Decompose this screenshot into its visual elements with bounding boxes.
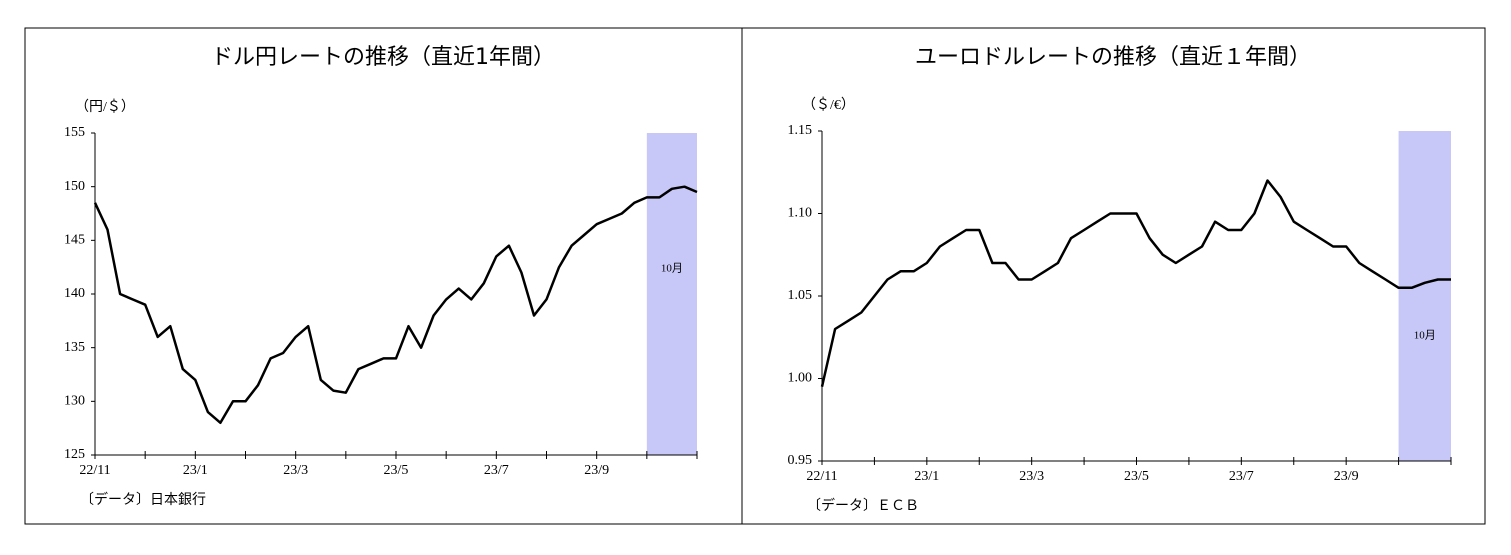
data-line xyxy=(93,185,698,425)
source-note: 〔データ〕ＥＣＢ xyxy=(807,497,919,514)
highlight-label: 10月 xyxy=(661,263,683,275)
x-tick-label: 23/9 xyxy=(1334,469,1359,484)
y-tick-label: 125 xyxy=(64,447,85,462)
data-line xyxy=(820,179,1451,387)
x-tick-label: 23/3 xyxy=(1019,469,1044,484)
y-tick-label: 0.95 xyxy=(788,453,813,468)
x-tick-label: 23/1 xyxy=(183,463,208,478)
x-tick-label: 23/1 xyxy=(914,469,939,484)
x-tick-label: 22/11 xyxy=(79,463,110,478)
chart-title: ドル円レートの推移（直近1年間） xyxy=(211,45,555,70)
x-tick-label: 23/5 xyxy=(384,463,409,478)
highlight-label: 10月 xyxy=(1414,330,1436,342)
y-axis-unit: （円/＄） xyxy=(75,99,135,115)
source-note: 〔データ〕日本銀行 xyxy=(80,491,206,508)
chart-title: ユーロドルレートの推移（直近１年間） xyxy=(915,45,1311,70)
x-tick-label: 23/9 xyxy=(584,463,609,478)
y-tick-label: 130 xyxy=(64,394,85,409)
x-tick-label: 23/5 xyxy=(1124,469,1149,484)
y-tick-label: 1.05 xyxy=(788,288,813,303)
y-tick-label: 140 xyxy=(64,286,85,301)
x-tick-label: 23/7 xyxy=(1229,469,1254,484)
y-tick-label: 1.15 xyxy=(788,123,813,138)
frame xyxy=(24,27,1486,525)
x-tick-label: 23/3 xyxy=(283,463,308,478)
x-tick-label: 22/11 xyxy=(806,469,837,484)
y-tick-label: 1.10 xyxy=(788,206,813,221)
y-tick-label: 150 xyxy=(64,179,85,194)
highlight-band xyxy=(646,133,697,455)
y-tick-label: 1.00 xyxy=(788,371,813,386)
y-tick-label: 155 xyxy=(64,125,85,140)
highlight-band xyxy=(1398,131,1451,461)
y-axis-unit: （＄/€） xyxy=(802,97,855,113)
y-tick-label: 145 xyxy=(64,233,85,248)
y-tick-label: 135 xyxy=(64,340,85,355)
x-tick-label: 23/7 xyxy=(484,463,509,478)
